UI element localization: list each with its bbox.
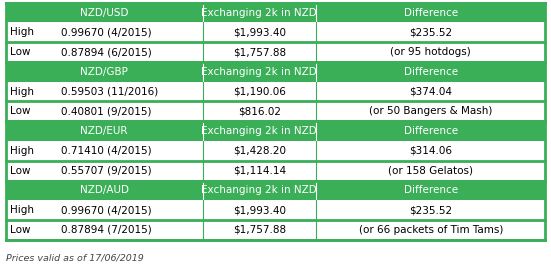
Text: $1,757.88: $1,757.88 <box>233 225 286 235</box>
Text: $314.06: $314.06 <box>409 146 452 156</box>
Text: (or 66 packets of Tim Tams): (or 66 packets of Tim Tams) <box>359 225 503 235</box>
Text: Difference: Difference <box>404 186 458 195</box>
Text: Difference: Difference <box>404 67 458 77</box>
Text: $1,757.88: $1,757.88 <box>233 47 286 57</box>
Bar <box>6 180 545 200</box>
Text: $1,114.14: $1,114.14 <box>233 166 286 176</box>
Text: Exchanging 2k in NZD: Exchanging 2k in NZD <box>202 186 317 195</box>
Bar <box>6 62 545 82</box>
Text: 0.87894 (6/2015): 0.87894 (6/2015) <box>61 47 152 57</box>
Text: NZD/USD: NZD/USD <box>80 7 128 17</box>
Bar <box>6 220 545 240</box>
Text: 0.99670 (4/2015): 0.99670 (4/2015) <box>61 205 152 215</box>
Text: 0.99670 (4/2015): 0.99670 (4/2015) <box>61 27 152 37</box>
Text: 0.55707 (9/2015): 0.55707 (9/2015) <box>61 166 152 176</box>
Text: NZD/AUD: NZD/AUD <box>79 186 128 195</box>
Text: NZD/EUR: NZD/EUR <box>80 126 128 136</box>
Text: $374.04: $374.04 <box>409 87 452 96</box>
Text: (or 50 Bangers & Mash): (or 50 Bangers & Mash) <box>369 106 493 116</box>
Text: Exchanging 2k in NZD: Exchanging 2k in NZD <box>202 67 317 77</box>
Text: NZD/GBP: NZD/GBP <box>80 67 128 77</box>
Text: 0.59503 (11/2016): 0.59503 (11/2016) <box>61 87 159 96</box>
Text: Low: Low <box>10 47 30 57</box>
Bar <box>6 200 545 220</box>
Text: $235.52: $235.52 <box>409 27 452 37</box>
Text: High: High <box>10 87 34 96</box>
Bar <box>6 82 545 101</box>
Text: Low: Low <box>10 166 30 176</box>
Text: Low: Low <box>10 106 30 116</box>
Text: Exchanging 2k in NZD: Exchanging 2k in NZD <box>202 126 317 136</box>
Text: Exchanging 2k in NZD: Exchanging 2k in NZD <box>202 7 317 17</box>
Bar <box>6 141 545 161</box>
Text: $1,190.06: $1,190.06 <box>233 87 286 96</box>
Text: 0.71410 (4/2015): 0.71410 (4/2015) <box>61 146 152 156</box>
Text: Low: Low <box>10 225 30 235</box>
Text: $235.52: $235.52 <box>409 205 452 215</box>
Text: $1,993.40: $1,993.40 <box>233 27 286 37</box>
Bar <box>6 121 545 141</box>
Text: $1,993.40: $1,993.40 <box>233 205 286 215</box>
Bar <box>6 3 545 23</box>
Bar <box>6 23 545 42</box>
Text: High: High <box>10 146 34 156</box>
Bar <box>6 42 545 62</box>
Bar <box>6 101 545 121</box>
Text: $1,428.20: $1,428.20 <box>233 146 286 156</box>
Bar <box>6 161 545 180</box>
Text: (or 95 hotdogs): (or 95 hotdogs) <box>390 47 471 57</box>
Text: (or 158 Gelatos): (or 158 Gelatos) <box>388 166 473 176</box>
Text: High: High <box>10 205 34 215</box>
Text: Prices valid as of 17/06/2019: Prices valid as of 17/06/2019 <box>6 253 143 262</box>
Text: 0.87894 (7/2015): 0.87894 (7/2015) <box>61 225 152 235</box>
Text: 0.40801 (9/2015): 0.40801 (9/2015) <box>61 106 152 116</box>
Text: Difference: Difference <box>404 126 458 136</box>
Text: Difference: Difference <box>404 7 458 17</box>
Text: $816.02: $816.02 <box>238 106 281 116</box>
Text: High: High <box>10 27 34 37</box>
